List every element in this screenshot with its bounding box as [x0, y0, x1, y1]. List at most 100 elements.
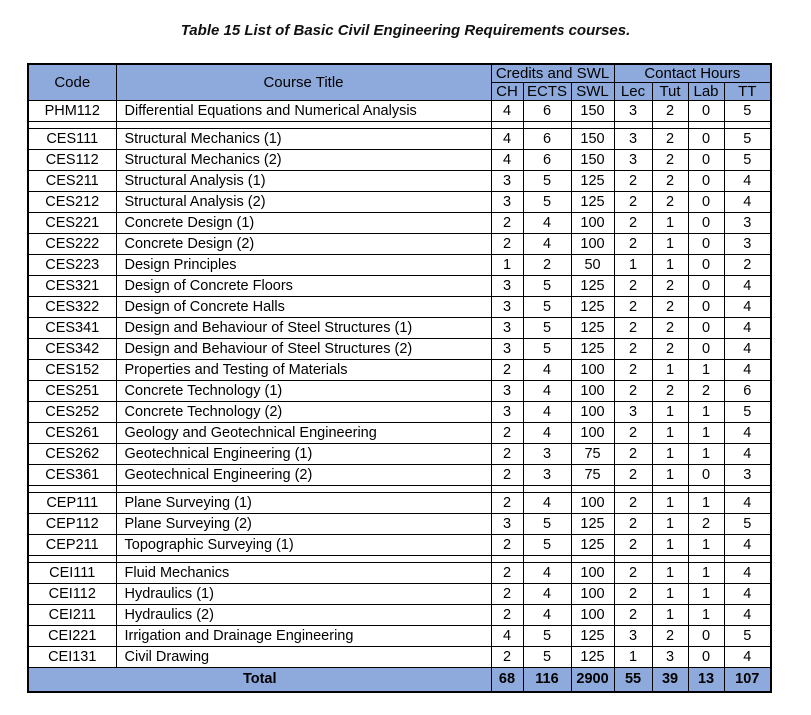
course-value: 0: [687, 296, 725, 318]
course-value: 3: [613, 100, 653, 122]
course-value: 2: [613, 317, 653, 339]
course-code: CES321: [27, 275, 117, 297]
course-value: 100: [570, 422, 615, 444]
table-row: CEI131 Civil Drawing 2 5 125 1 3 0 4: [27, 646, 772, 668]
course-code: CES341: [27, 317, 117, 339]
separator-cell: [115, 555, 492, 563]
separator-cell: [651, 121, 689, 129]
course-value: 4: [723, 191, 772, 213]
course-value: 2: [490, 604, 524, 626]
course-value: 2: [490, 422, 524, 444]
course-value: 5: [723, 401, 772, 423]
course-value: 5: [522, 191, 572, 213]
separator-cell: [490, 485, 524, 493]
course-value: 2: [490, 359, 524, 381]
table-row: CES212 Structural Analysis (2) 3 5 125 2 2 0 4: [27, 191, 772, 213]
header-subcol-row: CH ECTS SWL Lec Tut Lab TT: [28, 82, 772, 101]
group-separator-row: [27, 121, 772, 129]
course-value: 5: [522, 338, 572, 360]
course-code: CES152: [27, 359, 117, 381]
course-code: CES212: [27, 191, 117, 213]
table-row: CES112 Structural Mechanics (2) 4 6 150 3 2 0 5: [27, 149, 772, 171]
course-value: 1: [651, 212, 689, 234]
course-value: 1: [651, 254, 689, 276]
course-value: 3: [490, 296, 524, 318]
course-value: 1: [651, 604, 689, 626]
course-value: 150: [570, 149, 615, 171]
course-value: 2: [613, 492, 653, 514]
course-value: 4: [522, 583, 572, 605]
course-value: 1: [687, 359, 725, 381]
course-value: 2: [490, 646, 524, 668]
table-row: CES221 Concrete Design (1) 2 4 100 2 1 0 3: [27, 212, 772, 234]
course-value: 3: [490, 317, 524, 339]
course-title: Concrete Technology (2): [115, 401, 492, 423]
course-value: 125: [570, 625, 615, 647]
table-footer: Total 68 116 2900 55 39 13 107: [27, 667, 772, 692]
course-value: 1: [651, 401, 689, 423]
separator-cell: [27, 555, 117, 563]
course-value: 4: [490, 128, 524, 150]
total-ch: 68: [490, 667, 524, 692]
header-code: Code: [27, 63, 117, 101]
course-value: 2: [490, 492, 524, 514]
course-title: Plane Surveying (2): [115, 513, 492, 535]
course-value: 5: [522, 170, 572, 192]
course-value: 50: [570, 254, 615, 276]
separator-cell: [723, 555, 772, 563]
course-value: 2: [613, 275, 653, 297]
course-code: CEI221: [27, 625, 117, 647]
course-value: 2: [651, 100, 689, 122]
course-value: 2: [490, 534, 524, 556]
course-code: CES111: [27, 128, 117, 150]
course-code: CES211: [27, 170, 117, 192]
course-value: 4: [723, 562, 772, 584]
course-title: Concrete Design (1): [115, 212, 492, 234]
separator-cell: [27, 121, 117, 129]
course-title: Properties and Testing of Materials: [115, 359, 492, 381]
course-value: 5: [723, 625, 772, 647]
course-value: 100: [570, 233, 615, 255]
course-title: Fluid Mechanics: [115, 562, 492, 584]
table-row: CEP112 Plane Surveying (2) 3 5 125 2 1 2 5: [27, 513, 772, 535]
separator-cell: [570, 121, 615, 129]
course-value: 1: [613, 254, 653, 276]
course-title: Design and Behaviour of Steel Structures…: [115, 317, 492, 339]
course-value: 3: [490, 170, 524, 192]
course-value: 100: [570, 583, 615, 605]
course-value: 5: [522, 317, 572, 339]
course-code: CES342: [27, 338, 117, 360]
course-value: 5: [723, 149, 772, 171]
course-value: 1: [687, 422, 725, 444]
course-code: CES251: [27, 380, 117, 402]
course-value: 4: [490, 100, 524, 122]
header-group-row: Code Course Title Credits and SWL Contac…: [27, 63, 772, 101]
separator-cell: [723, 121, 772, 129]
course-value: 1: [651, 443, 689, 465]
course-value: 3: [613, 149, 653, 171]
course-value: 2: [651, 317, 689, 339]
course-value: 1: [651, 492, 689, 514]
course-value: 0: [687, 233, 725, 255]
total-row: Total 68 116 2900 55 39 13 107: [27, 667, 772, 692]
course-value: 3: [613, 625, 653, 647]
course-value: 4: [522, 380, 572, 402]
course-title: Structural Mechanics (2): [115, 149, 492, 171]
course-value: 1: [687, 492, 725, 514]
total-tt: 107: [723, 667, 772, 692]
course-value: 2: [613, 583, 653, 605]
separator-cell: [490, 121, 524, 129]
course-title: Hydraulics (1): [115, 583, 492, 605]
table-row: CES111 Structural Mechanics (1) 4 6 150 3 2 0 5: [27, 128, 772, 150]
courses-table: Code Course Title Credits and SWL Contac…: [27, 63, 773, 693]
course-value: 6: [723, 380, 772, 402]
course-value: 5: [522, 625, 572, 647]
course-value: 2: [651, 191, 689, 213]
table-row: CEP111 Plane Surveying (1) 2 4 100 2 1 1 4: [27, 492, 772, 514]
course-value: 125: [570, 317, 615, 339]
course-code: CES261: [27, 422, 117, 444]
course-value: 2: [651, 338, 689, 360]
course-value: 2: [613, 359, 653, 381]
course-code: CEP111: [27, 492, 117, 514]
course-value: 4: [723, 443, 772, 465]
